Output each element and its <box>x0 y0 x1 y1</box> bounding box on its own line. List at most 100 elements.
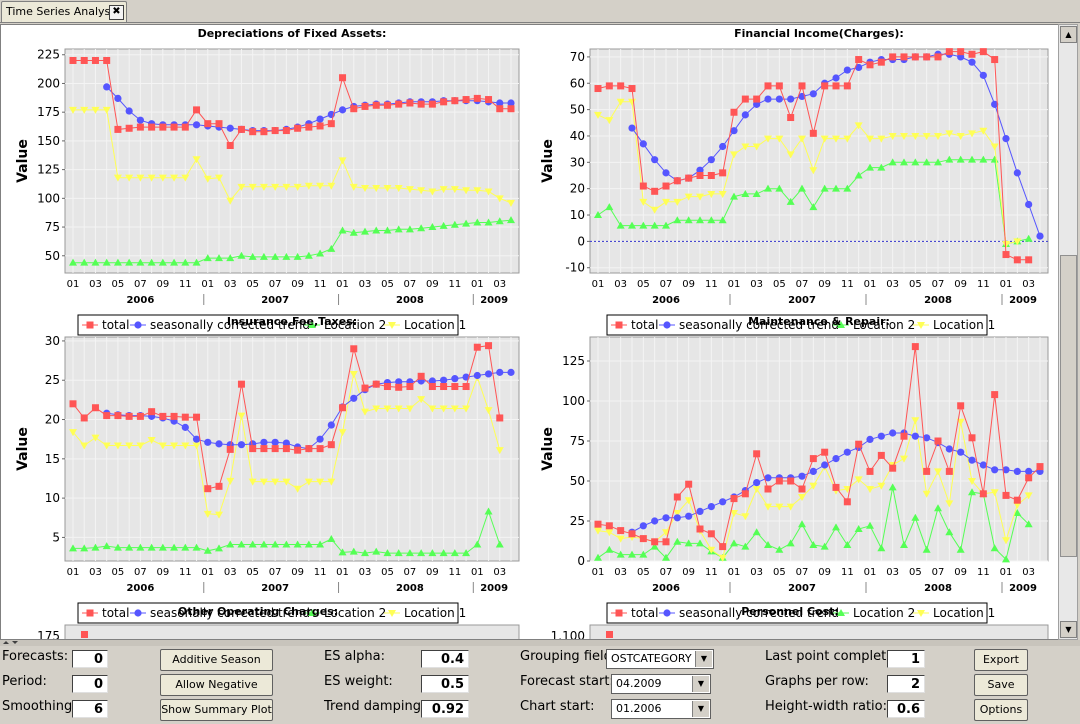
data-point-loc2 <box>968 155 976 163</box>
smoothing-input[interactable]: 6 <box>72 700 108 718</box>
data-point-total <box>170 412 178 420</box>
height-width-ratio-input[interactable]: 0.6 <box>887 700 925 718</box>
data-point-loc1 <box>752 143 761 151</box>
x-tick-label: 01 <box>728 279 741 290</box>
show-summary-plot-button[interactable]: Show Summary Plot <box>160 699 273 721</box>
forecast-start-select[interactable]: 04.2009 ▼ <box>611 674 711 694</box>
data-point-trend <box>979 461 987 469</box>
period-label: Period: <box>2 674 47 689</box>
trend-damping-input[interactable]: 0.92 <box>421 700 469 718</box>
data-point-total <box>271 445 279 453</box>
data-point-trend <box>1025 200 1033 209</box>
data-point-loc1 <box>338 429 347 437</box>
data-point-loc1 <box>69 106 77 114</box>
data-point-loc1 <box>639 198 648 206</box>
data-point-loc1 <box>752 486 761 493</box>
data-point-total <box>496 414 504 422</box>
data-point-trend <box>507 99 515 107</box>
chevron-down-icon[interactable]: ▼ <box>695 651 712 667</box>
chevron-down-icon[interactable]: ▼ <box>692 676 709 692</box>
data-point-total <box>979 490 987 498</box>
data-point-loc2 <box>866 521 874 529</box>
tab-time-series-analysis[interactable]: Time Series Analysis ✖ <box>1 1 127 22</box>
y-tick-label: 200 <box>37 76 60 90</box>
period-input[interactable]: 0 <box>72 675 108 693</box>
data-point-total <box>606 631 613 638</box>
data-point-trend <box>889 429 897 437</box>
x-tick-label: 03 <box>89 279 102 290</box>
scroll-down-icon[interactable]: ▼ <box>1060 621 1077 638</box>
data-point-loc2 <box>1024 520 1033 528</box>
data-point-loc1 <box>495 195 504 203</box>
data-point-loc1 <box>102 442 111 450</box>
data-point-trend <box>832 74 840 82</box>
data-point-loc2 <box>450 220 459 228</box>
smoothing-label: Smoothing: <box>2 699 77 714</box>
data-point-loc2 <box>798 184 806 192</box>
scroll-thumb[interactable] <box>1060 255 1077 557</box>
es-alpha-input[interactable]: 0.4 <box>421 650 469 668</box>
data-point-trend <box>1025 467 1033 475</box>
data-point-trend <box>809 467 817 475</box>
y-tick-label: 50 <box>570 474 585 488</box>
graphs-per-row-input[interactable]: 2 <box>887 675 925 693</box>
data-point-loc1 <box>484 188 493 196</box>
data-point-loc1 <box>170 174 179 182</box>
data-point-trend <box>192 121 201 129</box>
data-point-total <box>249 128 257 136</box>
chart-start-select[interactable]: 01.2006 ▼ <box>611 699 711 719</box>
chevron-down-icon[interactable]: ▼ <box>692 701 709 717</box>
data-point-loc1 <box>439 405 448 413</box>
es-weight-label: ES weight: <box>324 674 393 689</box>
data-point-total <box>628 530 636 538</box>
scroll-up-icon[interactable]: ▲ <box>1060 26 1077 43</box>
data-point-loc2 <box>439 221 448 229</box>
grouping-field-select[interactable]: OSTCATEGORY ▼ <box>606 649 714 669</box>
data-point-loc1 <box>158 174 167 182</box>
data-point-loc2 <box>616 221 625 229</box>
vertical-scrollbar[interactable]: ▲ ▼ <box>1058 24 1078 640</box>
data-point-total <box>91 56 99 64</box>
x-tick-label: 05 <box>246 567 259 578</box>
data-point-trend <box>338 106 347 114</box>
save-task-button[interactable]: Save task <box>974 674 1028 711</box>
y-tick-label: 125 <box>37 163 60 177</box>
data-point-trend <box>764 95 772 103</box>
splitter-handle[interactable] <box>0 640 1080 646</box>
data-point-total <box>193 106 201 114</box>
data-point-trend <box>843 66 851 74</box>
data-point-total <box>395 383 403 391</box>
x-tick-label: 07 <box>660 567 673 578</box>
additive-season-button[interactable]: Additive Season <box>160 649 273 671</box>
legend-label-total: total <box>631 318 658 332</box>
options-button[interactable]: Options <box>974 699 1028 721</box>
data-point-loc2 <box>730 192 738 200</box>
data-point-total <box>91 404 99 412</box>
data-point-loc2 <box>594 553 602 561</box>
close-icon[interactable]: ✖ <box>109 5 124 20</box>
year-label: 2006 <box>652 583 680 594</box>
data-point-loc1 <box>215 511 223 519</box>
allow-negative-values-button[interactable]: Allow Negative Values <box>160 674 273 711</box>
es-weight-input[interactable]: 0.5 <box>421 675 469 693</box>
last-point-completion-input[interactable]: 1 <box>887 650 925 668</box>
data-point-total <box>764 82 772 90</box>
data-point-loc1 <box>462 405 471 413</box>
data-point-loc2 <box>282 540 291 548</box>
plot-area <box>64 624 520 639</box>
control-panel: Forecasts: 0 Period: 0 Smoothing: 6 Addi… <box>0 646 1080 724</box>
x-tick-label: 01 <box>1000 279 1013 290</box>
legend-label-trend: seasonally corrected trend <box>679 606 839 620</box>
forecast-start-value: 04.2009 <box>616 677 662 690</box>
forecasts-input[interactable]: 0 <box>72 650 108 668</box>
data-point-loc2 <box>968 488 976 496</box>
data-point-loc1 <box>91 106 100 114</box>
data-point-total <box>1013 496 1021 504</box>
data-point-loc2 <box>786 539 795 547</box>
data-point-loc1 <box>968 478 976 485</box>
x-tick-label: 07 <box>134 279 147 290</box>
x-tick-label: 01 <box>67 279 80 290</box>
export-button[interactable]: Export <box>974 649 1028 671</box>
data-point-loc2 <box>764 541 772 548</box>
y-tick-label: 10 <box>45 491 60 505</box>
